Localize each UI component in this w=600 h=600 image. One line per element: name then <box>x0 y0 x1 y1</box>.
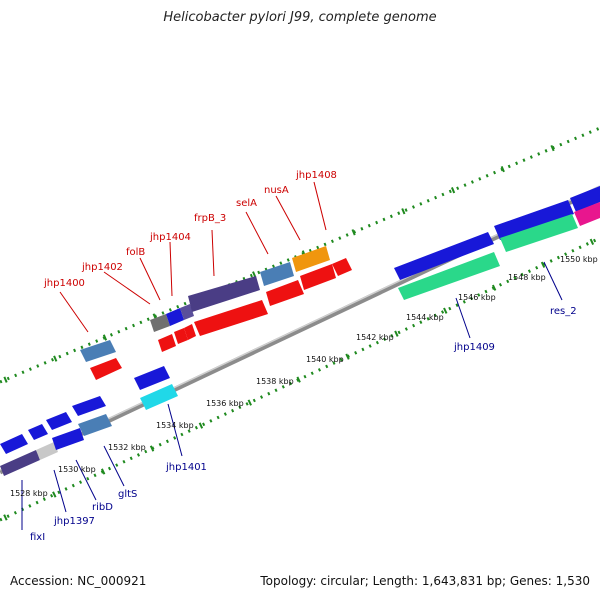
scale-labels: 1528 kbp 1530 kbp 1532 kbp 1534 kbp 1536… <box>10 255 598 498</box>
gene-block <box>78 414 112 436</box>
scale-label: 1536 kbp <box>206 399 244 408</box>
major-tick <box>589 238 595 245</box>
gene-block <box>332 258 352 276</box>
major-tick <box>550 144 555 152</box>
gene-block <box>80 340 116 362</box>
gene-block <box>36 442 58 460</box>
gene-label-jhp1402[interactable]: jhp1402 <box>81 262 123 273</box>
gene-block <box>0 450 40 476</box>
gene-block <box>174 328 188 344</box>
gene-block <box>46 412 72 430</box>
gene-labels-top: jhp1400 jhp1402 folB jhp1404 frpB_3 selA… <box>43 170 337 289</box>
gene-label-frpB_3[interactable]: frpB_3 <box>194 213 226 224</box>
top-leaders <box>59 181 327 333</box>
gene-block <box>184 324 196 340</box>
gene-label-res_2[interactable]: res_2 <box>550 306 577 317</box>
major-tick <box>351 229 356 236</box>
reverse-genes <box>0 202 600 476</box>
gene-block <box>140 384 178 410</box>
scale-label: 1534 kbp <box>156 421 194 430</box>
scale-label: 1540 kbp <box>306 355 344 364</box>
gene-label-jhp1404[interactable]: jhp1404 <box>149 232 191 243</box>
gene-label-selA[interactable]: selA <box>236 198 257 209</box>
upper-tick-track <box>0 126 600 384</box>
gene-label-folB[interactable]: folB <box>126 247 145 258</box>
gene-label-jhp1400[interactable]: jhp1400 <box>43 278 85 289</box>
major-tick <box>198 422 204 429</box>
gene-label-jhp1409[interactable]: jhp1409 <box>453 342 495 353</box>
gene-label-gltS[interactable]: gltS <box>118 489 137 500</box>
gene-block <box>150 314 170 332</box>
gene-block <box>398 252 500 300</box>
major-tick <box>540 261 546 268</box>
major-tick <box>102 334 108 341</box>
gene-block <box>266 280 304 306</box>
gene-block <box>570 186 600 212</box>
gene-block <box>300 264 336 290</box>
gene-block <box>72 396 106 416</box>
scale-label: 1542 kbp <box>356 333 394 342</box>
gene-block <box>180 304 194 320</box>
gene-label-jhp1401[interactable]: jhp1401 <box>165 462 207 473</box>
major-tick <box>401 208 406 215</box>
major-tick <box>149 445 155 452</box>
gene-block <box>394 232 494 280</box>
gene-block <box>158 334 176 352</box>
gene-block <box>500 214 578 252</box>
gene-labels-bottom: fixI jhp1397 ribD gltS jhp1401 jhp1409 r… <box>30 306 577 543</box>
gene-block <box>188 276 260 312</box>
scale-label: 1544 kbp <box>406 313 444 322</box>
major-tick <box>394 330 399 337</box>
map-title: Helicobacter pylori J99, complete genome <box>163 10 437 25</box>
gene-label-ribD[interactable]: ribD <box>92 502 113 513</box>
major-tick <box>247 399 252 406</box>
scale-label: 1530 kbp <box>58 465 96 474</box>
scale-label: 1548 kbp <box>508 273 546 282</box>
major-tick <box>3 376 8 383</box>
major-tick <box>345 353 350 360</box>
forward-genes <box>0 186 600 454</box>
gene-block <box>292 246 330 272</box>
major-tick <box>53 355 58 362</box>
gene-block <box>494 200 574 240</box>
accession-text: Accession: NC_000921 <box>10 574 147 588</box>
gene-block <box>52 428 84 450</box>
major-tick <box>3 514 8 521</box>
gene-label-jhp1408[interactable]: jhp1408 <box>295 170 337 181</box>
major-tick <box>100 468 106 475</box>
gene-block <box>90 358 122 380</box>
major-tick <box>52 491 57 498</box>
gene-label-nusA[interactable]: nusA <box>264 185 289 196</box>
gene-label-jhp1397[interactable]: jhp1397 <box>53 516 95 527</box>
gene-block <box>574 202 600 226</box>
scale-label: 1538 kbp <box>256 377 294 386</box>
gene-block <box>0 434 28 454</box>
major-tick <box>491 284 497 291</box>
major-tick <box>450 187 456 194</box>
gene-block <box>28 424 48 440</box>
lower-tick-track <box>0 236 600 522</box>
scale-label: 1532 kbp <box>108 443 146 452</box>
gene-block <box>134 366 170 390</box>
gene-block <box>194 300 268 336</box>
gene-block <box>260 262 294 286</box>
gene-block <box>166 308 184 326</box>
major-tick <box>296 376 301 383</box>
major-tick <box>500 165 505 173</box>
tick-tracks <box>0 126 600 522</box>
scale-label: 1550 kbp <box>560 255 598 264</box>
scale-label: 1528 kbp <box>10 489 48 498</box>
major-tick <box>443 307 448 314</box>
gene-label-fixI[interactable]: fixI <box>30 532 45 543</box>
bottom-leaders <box>21 261 563 530</box>
major-tick <box>252 271 257 278</box>
scale-label: 1546 kbp <box>458 293 496 302</box>
topology-text: Topology: circular; Length: 1,643,831 bp… <box>260 574 590 588</box>
